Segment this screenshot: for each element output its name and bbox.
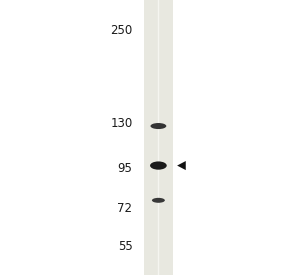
Polygon shape xyxy=(177,161,186,170)
Ellipse shape xyxy=(151,123,166,129)
Text: 72: 72 xyxy=(118,202,132,214)
Text: 95: 95 xyxy=(118,162,132,175)
Ellipse shape xyxy=(150,161,167,170)
Text: 130: 130 xyxy=(110,117,132,130)
Ellipse shape xyxy=(152,198,165,203)
Bar xyxy=(144,0,173,275)
Text: 55: 55 xyxy=(118,240,132,253)
Text: 250: 250 xyxy=(110,24,132,37)
